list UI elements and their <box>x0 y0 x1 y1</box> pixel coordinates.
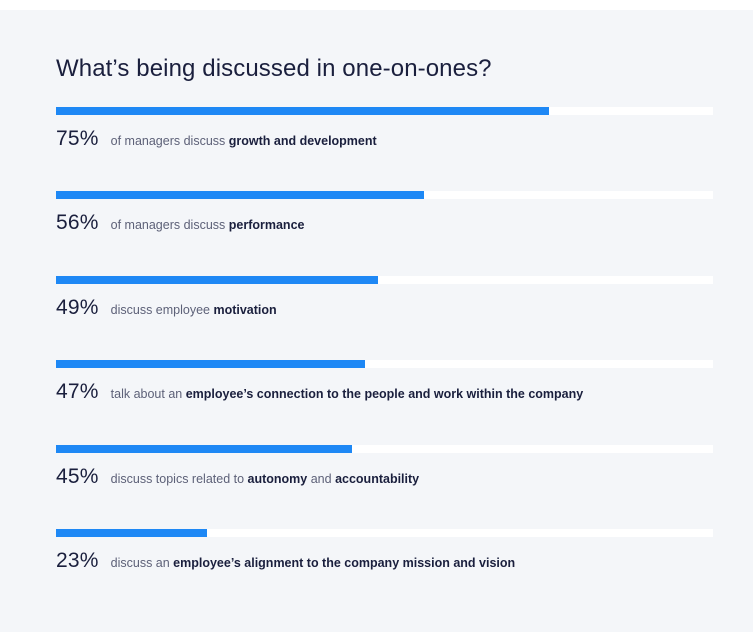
bar <box>56 191 424 200</box>
value-label: 47% <box>56 380 99 404</box>
bar-description: of managers discuss growth and developme… <box>111 134 377 148</box>
bar-label-line: 47% talk about an employee’s connection t… <box>56 380 583 404</box>
description-emphasis: growth and development <box>228 134 377 148</box>
chart-card: What’s being discussed in one-on-ones? 7… <box>0 10 753 632</box>
bar-row: 75% of managers discuss growth and develo… <box>56 107 713 159</box>
bar-track <box>56 360 713 369</box>
description-text: of managers discuss <box>110 134 229 148</box>
bar-label-line: 56% of managers discuss performance <box>56 211 304 235</box>
bar <box>56 107 549 115</box>
bar-row: 49% discuss employee motivation <box>56 275 713 328</box>
bar-description: talk about an employee’s connection to t… <box>111 387 584 401</box>
description-text: and <box>307 471 336 486</box>
bar-label-line: 49% discuss employee motivation <box>56 296 277 320</box>
description-emphasis: employee’s connection to the people and … <box>185 387 584 402</box>
description-text: discuss employee <box>110 302 214 317</box>
bar <box>56 529 208 537</box>
description-text: discuss topics related to <box>110 471 248 486</box>
bar-description: discuss an employee’s alignment to the c… <box>111 556 516 570</box>
bar-row: 23% discuss an employee’s alignment to th… <box>56 529 713 581</box>
bar-track <box>56 444 713 453</box>
bar-label-line: 23% discuss an employee’s alignment to th… <box>56 549 515 573</box>
description-text: of managers discuss <box>110 218 229 233</box>
description-emphasis: employee’s alignment to the company miss… <box>173 556 516 570</box>
bar-track <box>56 275 713 284</box>
bar-track <box>56 191 713 200</box>
value-label: 49% <box>56 295 99 319</box>
value-label: 23% <box>56 549 99 572</box>
bar-description: of managers discuss performance <box>111 218 305 232</box>
bar-description: discuss topics related to autonomy and a… <box>111 472 419 486</box>
bar-description: discuss employee motivation <box>111 303 277 317</box>
description-emphasis: performance <box>228 218 305 233</box>
chart-title: What’s being discussed in one-on-ones? <box>56 55 492 82</box>
bar <box>56 360 365 369</box>
description-emphasis: accountability <box>335 471 420 486</box>
bar-row: 56% of managers discuss performance <box>56 191 713 243</box>
description-emphasis: motivation <box>213 302 277 317</box>
bar-label-line: 45% discuss topics related to autonomy an… <box>56 465 419 489</box>
description-emphasis: autonomy <box>247 471 308 486</box>
description-text: discuss an <box>110 556 174 570</box>
value-label: 75% <box>56 127 99 150</box>
bar-row: 47% talk about an employee’s connection t… <box>56 360 713 412</box>
bar <box>56 444 352 453</box>
bar-track <box>56 107 713 115</box>
bar <box>56 275 378 284</box>
bar-track <box>56 529 713 537</box>
bar-label-line: 75% of managers discuss growth and develo… <box>56 127 377 151</box>
value-label: 45% <box>56 464 99 488</box>
bar-row: 45% discuss topics related to autonomy an… <box>56 444 713 497</box>
description-text: talk about an <box>110 387 186 402</box>
value-label: 56% <box>56 211 99 235</box>
